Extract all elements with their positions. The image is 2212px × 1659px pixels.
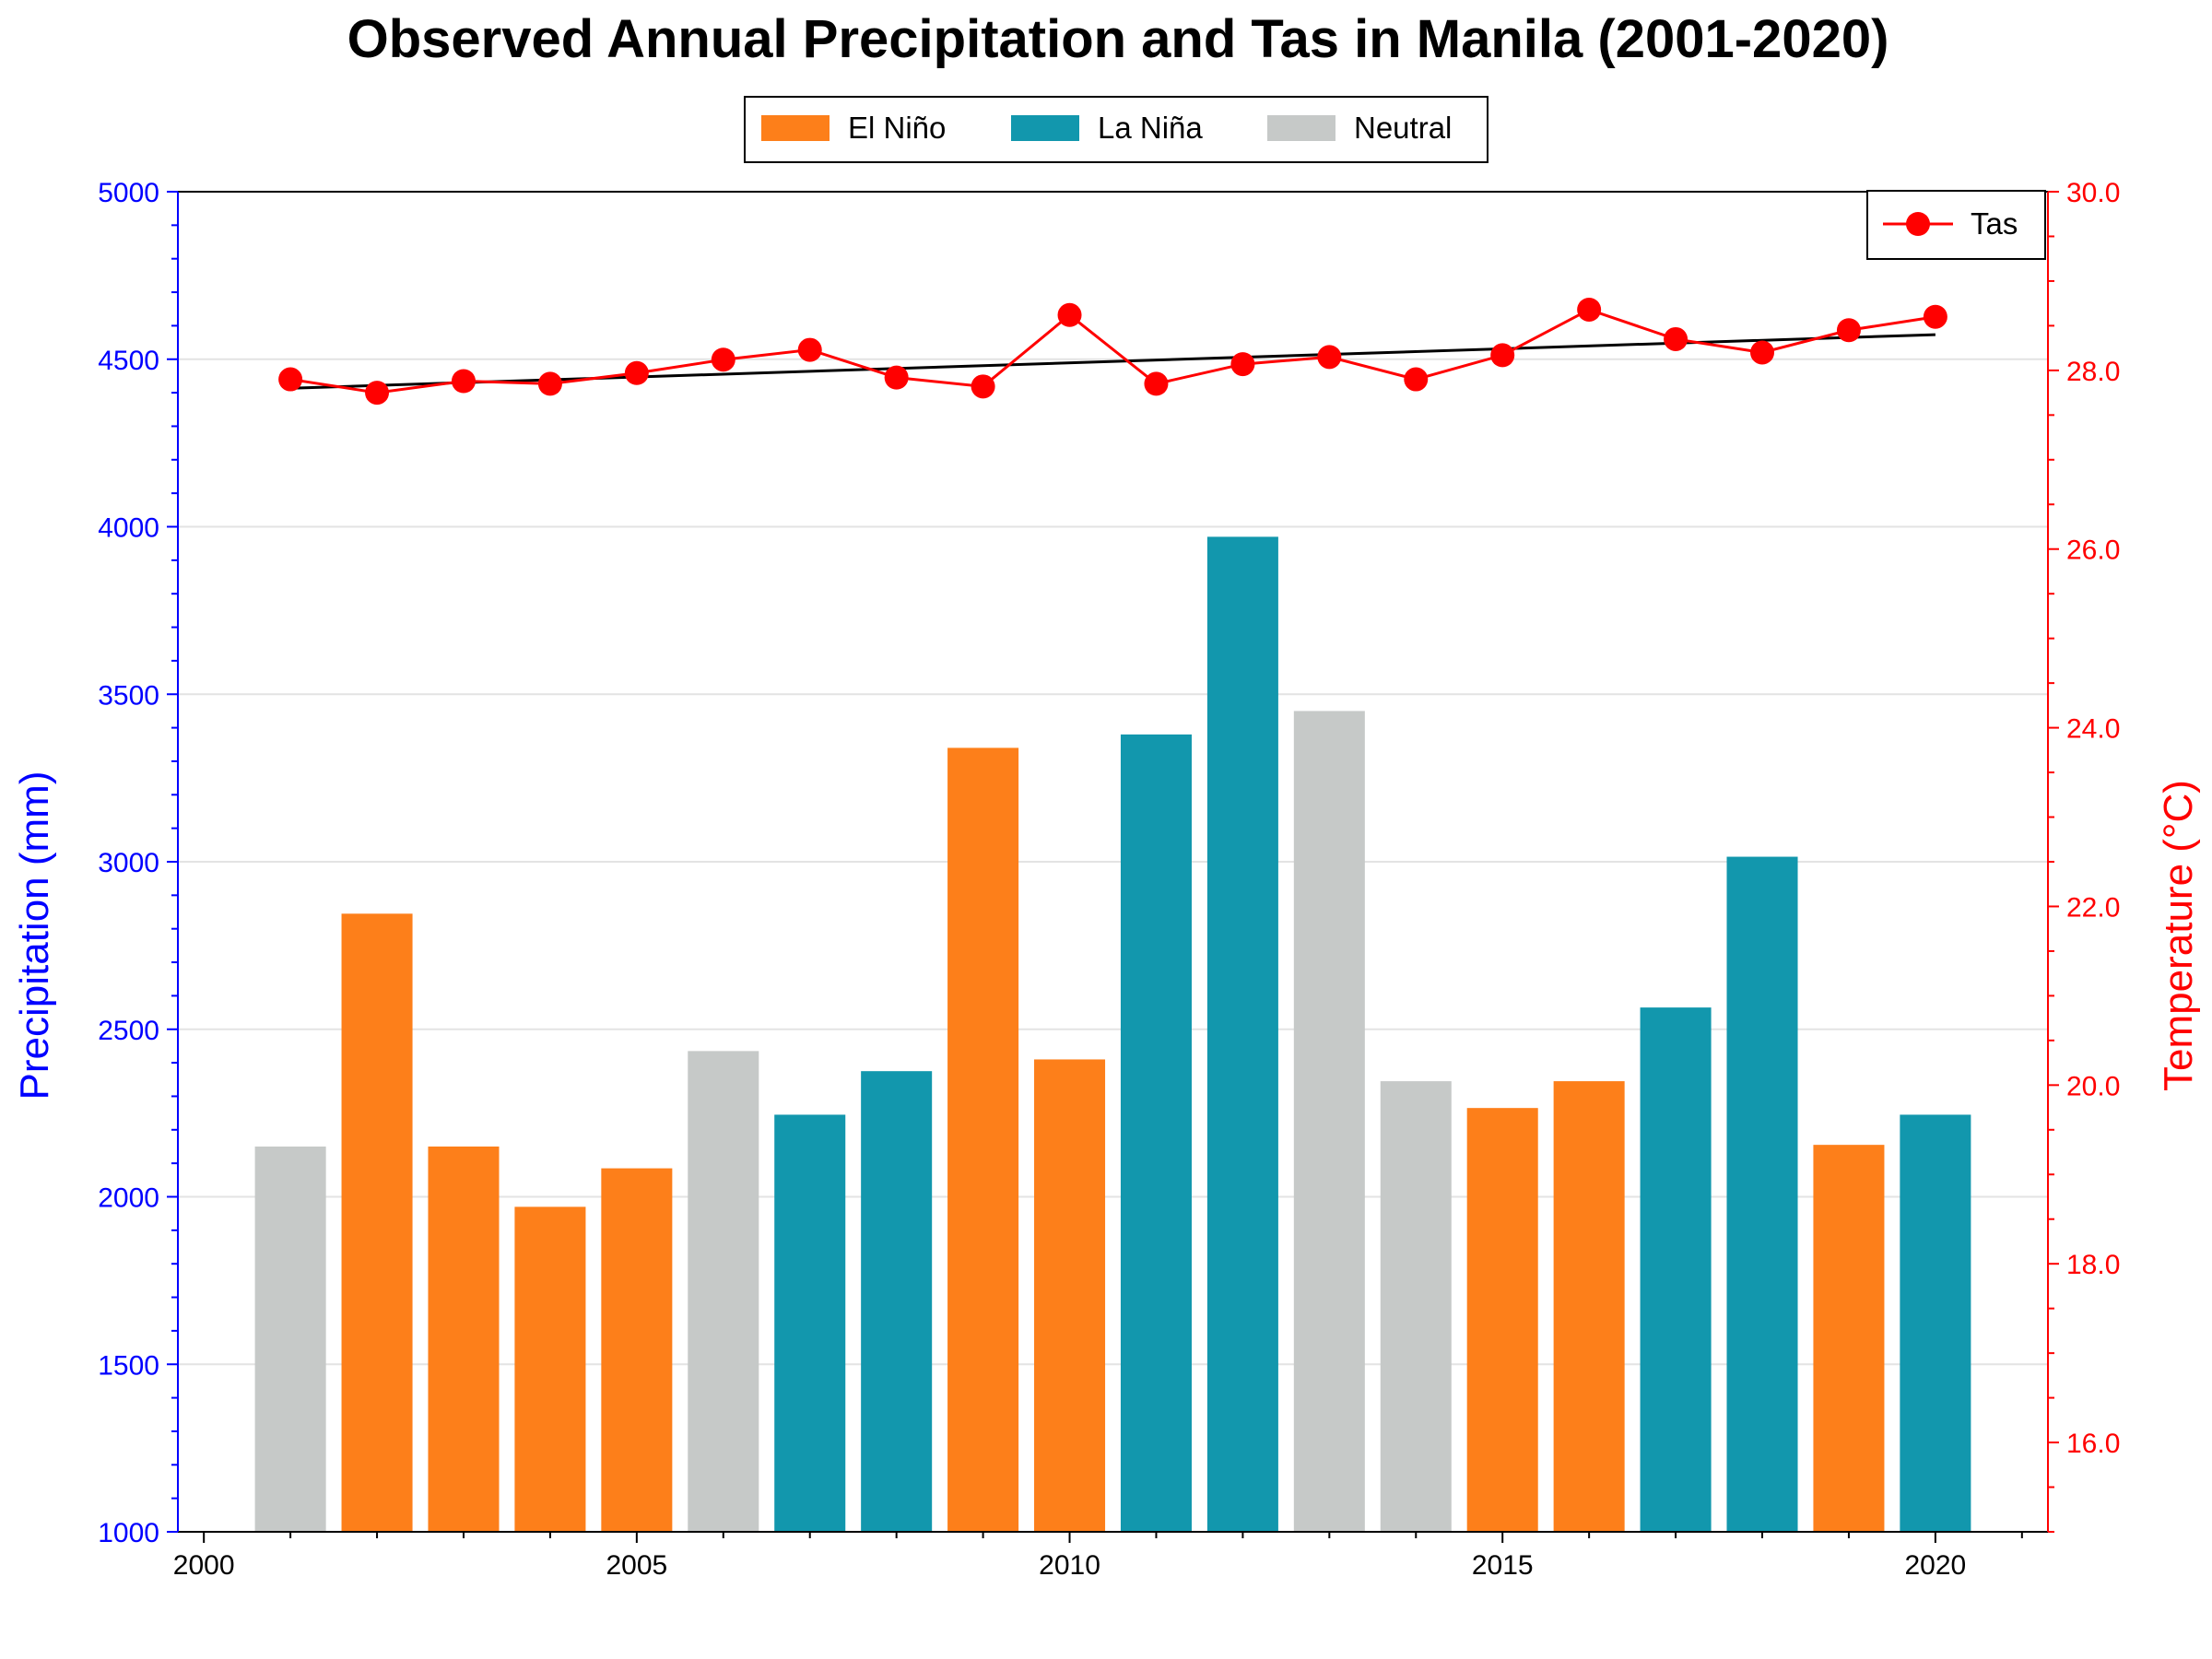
trend-line: [290, 333, 1936, 390]
right-y-tick-label: 22.0: [2066, 892, 2120, 923]
tas-point: [1404, 367, 1429, 392]
tas-point: [1144, 371, 1169, 396]
bar: [1380, 1081, 1452, 1532]
left-axis-label: Precipitation (mm): [12, 771, 57, 1100]
bars: [254, 536, 1971, 1532]
legend-swatch-la-nina: [1011, 115, 1079, 141]
bar: [514, 1206, 586, 1532]
right-y-tick-label: 20.0: [2066, 1071, 2120, 1101]
left-y-tick-label: 1000: [98, 1518, 159, 1548]
left-y-tick-label: 4500: [98, 346, 159, 376]
axes: 2000 2005 2010 2015 2020 1000 1500 2000 2500 3000…: [98, 178, 2120, 1581]
x-tick-label: 2015: [1472, 1550, 1534, 1581]
left-y-tick-label: 3500: [98, 680, 159, 711]
left-y-tick-label: 5000: [98, 178, 159, 208]
bar: [1034, 1059, 1106, 1532]
tas-point: [884, 365, 909, 390]
right-y-tick-label: 24.0: [2066, 714, 2120, 745]
legend-swatch-neutral: [1267, 115, 1335, 141]
tas-point: [1317, 345, 1342, 370]
bar: [1726, 856, 1798, 1532]
bar: [861, 1071, 933, 1532]
bar: [1900, 1114, 1971, 1532]
tas-point: [1664, 326, 1688, 351]
tas-point: [624, 360, 649, 385]
tas-point: [1490, 343, 1515, 368]
enso-legend-frame: [744, 96, 1488, 163]
tas-legend-label: Tas: [1971, 206, 2018, 241]
tas-point: [1836, 318, 1861, 343]
x-tick-label: 2010: [1039, 1550, 1100, 1581]
left-y-tick-label: 2000: [98, 1183, 159, 1214]
trend-line-group: [290, 333, 1936, 390]
tas-point: [537, 371, 562, 396]
bar: [1120, 734, 1192, 1532]
chart-title: Observed Annual Precipitation and Tas in…: [347, 9, 1889, 69]
tas-legend-marker: [1906, 212, 1930, 236]
bar: [1813, 1145, 1885, 1532]
tas-point: [451, 369, 476, 394]
right-y-tick-label: 18.0: [2066, 1250, 2120, 1280]
bar: [601, 1168, 673, 1532]
tas-point: [1577, 297, 1602, 322]
legend-label-el-nino: El Niño: [848, 111, 946, 145]
x-tick-label: 2020: [1905, 1550, 1967, 1581]
tas-point: [1057, 302, 1082, 327]
bar: [1640, 1007, 1712, 1532]
tas-point: [365, 381, 390, 406]
x-tick-label: 2005: [606, 1550, 667, 1581]
right-y-tick-label: 28.0: [2066, 357, 2120, 387]
bar: [1206, 536, 1278, 1532]
legend-label-la-nina: La Niña: [1098, 111, 1203, 145]
tas-line: [289, 308, 1936, 394]
x-tick-label: 2000: [173, 1550, 235, 1581]
enso-legend: El Niño La Niña Neutral: [744, 96, 1488, 163]
bar: [1553, 1081, 1625, 1532]
tas-legend: Tas: [1866, 190, 2046, 260]
right-y-tick-label: 16.0: [2066, 1429, 2120, 1459]
bar: [774, 1114, 846, 1532]
bar: [254, 1146, 326, 1532]
bar: [1466, 1108, 1538, 1532]
left-y-tick-label: 4000: [98, 513, 159, 544]
tas-point: [711, 347, 735, 372]
bar: [341, 913, 413, 1532]
tas-point: [278, 367, 303, 392]
bar: [1293, 711, 1365, 1532]
tas-point: [1923, 304, 1947, 329]
tas-point: [797, 337, 822, 362]
tas-point: [971, 374, 995, 399]
tas-legend-frame: [1866, 190, 2046, 260]
right-axis-label: Temperature (°C): [2156, 780, 2201, 1091]
tas-series-group: [278, 297, 1947, 406]
bar: [428, 1146, 500, 1532]
left-y-tick-label: 2500: [98, 1016, 159, 1046]
legend-label-neutral: Neutral: [1354, 111, 1452, 145]
right-y-tick-label: 30.0: [2066, 178, 2120, 208]
left-y-tick-label: 3000: [98, 848, 159, 878]
tas-point: [1230, 352, 1255, 377]
left-y-tick-label: 1500: [98, 1350, 159, 1381]
tas-point: [1750, 340, 1775, 365]
bar: [688, 1051, 759, 1532]
legend-swatch-el-nino: [761, 115, 830, 141]
right-y-tick-label: 26.0: [2066, 535, 2120, 566]
bar: [947, 747, 1019, 1532]
